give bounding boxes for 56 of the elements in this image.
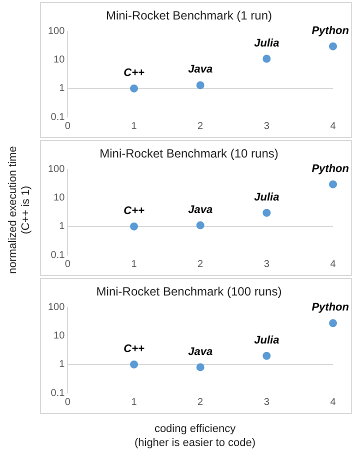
y-tick-label: 0.1 <box>50 112 66 123</box>
point <box>262 208 271 217</box>
annotation: Python <box>312 162 350 175</box>
y-tick-label: 10 <box>54 54 66 66</box>
chart-title: Mini-Rocket Benchmark (10 runs) <box>100 146 278 161</box>
x-tick-label: 3 <box>264 258 270 270</box>
x-tick-label: 4 <box>330 258 336 270</box>
y-tick-label: 100 <box>48 164 66 176</box>
x-tick-label: 1 <box>131 120 138 132</box>
annotation: Julia <box>254 334 280 346</box>
y-tick-label: 10 <box>54 330 66 342</box>
x-tick-label: 1 <box>131 258 138 270</box>
y-tick-label: 100 <box>48 26 66 38</box>
x-tick-label: 0 <box>64 396 71 408</box>
annotation: C++ <box>124 67 145 79</box>
point <box>196 81 204 90</box>
annotation: C++ <box>124 343 145 355</box>
annotation: Julia <box>254 37 280 50</box>
chart-title: Mini-Rocket Benchmark (1 run) <box>106 8 272 23</box>
x-tick-label: 2 <box>198 120 204 132</box>
y-axis-title: normalized execution time (C++ is 1) <box>7 146 33 274</box>
x-tick-label: 0 <box>64 258 71 270</box>
annotation: Java <box>188 64 213 76</box>
y-tick-label: 0.1 <box>50 250 66 261</box>
annotation: Python <box>312 302 350 314</box>
point <box>196 363 204 372</box>
x-tick-label: 2 <box>198 396 204 408</box>
point <box>130 360 138 368</box>
point <box>130 222 138 230</box>
annotation: Java <box>188 346 213 358</box>
point <box>329 42 337 50</box>
x-axis-title: coding efficiency (higher is easier to code) <box>133 422 257 450</box>
point <box>329 319 337 328</box>
annotation: C++ <box>124 205 145 217</box>
x-tick-label: 1 <box>131 396 138 408</box>
chart-title: Mini-Rocket Benchmark (100 runs) <box>96 284 282 299</box>
point <box>262 54 271 63</box>
x-tick-label: 2 <box>198 258 204 270</box>
point <box>130 84 138 92</box>
y-tick-label: 0.1 <box>50 388 66 399</box>
point <box>262 352 271 360</box>
annotation: Java <box>188 204 213 216</box>
point <box>196 221 204 230</box>
x-tick-label: 4 <box>330 396 336 408</box>
x-tick-label: 3 <box>264 120 270 132</box>
x-tick-label: 0 <box>64 120 71 132</box>
annotation: Python <box>312 24 350 37</box>
x-tick-label: 3 <box>264 396 270 408</box>
x-tick-label: 4 <box>330 120 336 132</box>
y-tick-label: 100 <box>48 302 66 314</box>
annotation: Julia <box>254 191 280 204</box>
y-tick-label: 10 <box>54 192 66 204</box>
y-tick-label: 1 <box>59 221 66 232</box>
y-tick-label: 1 <box>59 359 66 370</box>
y-tick-label: 1 <box>59 83 66 94</box>
point <box>329 180 337 188</box>
